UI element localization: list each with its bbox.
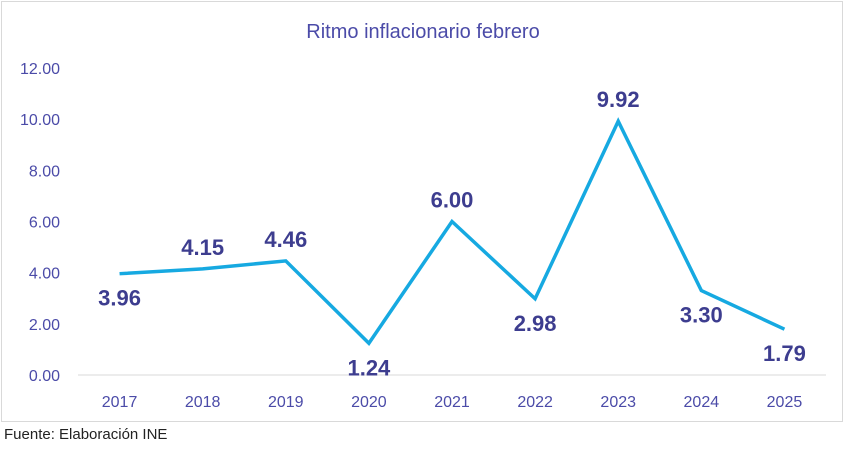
x-tick-label: 2022 (517, 394, 553, 411)
x-tick-label: 2025 (767, 394, 803, 411)
series-line (119, 117, 786, 346)
x-tick-label: 2021 (434, 394, 470, 411)
data-label: 1.24 (347, 355, 391, 380)
source-note: Fuente: Elaboración INE (4, 426, 168, 443)
data-label: 4.46 (264, 227, 307, 252)
y-tick-label: 4.00 (29, 266, 60, 283)
data-label: 3.96 (98, 286, 141, 311)
x-tick-label: 2019 (268, 394, 304, 411)
x-tick-label: 2017 (102, 394, 138, 411)
y-tick-label: 8.00 (29, 163, 60, 180)
chart-title: Ritmo inflacionario febrero (306, 21, 539, 43)
y-tick-label: 2.00 (29, 317, 60, 334)
data-label: 4.15 (181, 235, 224, 260)
y-tick-label: 0.00 (29, 368, 60, 385)
data-label: 1.79 (763, 341, 806, 366)
y-axis-ticks: 0.00 2.00 4.00 6.00 8.00 10.00 12.00 (20, 61, 60, 385)
data-label: 9.92 (597, 87, 640, 112)
x-tick-label: 2023 (600, 394, 636, 411)
y-tick-label: 6.00 (29, 215, 60, 232)
data-label: 6.00 (431, 188, 474, 213)
x-tick-label: 2024 (684, 394, 720, 411)
data-label: 3.30 (680, 303, 723, 328)
y-tick-label: 12.00 (20, 61, 60, 78)
x-axis-ticks: 2017 2018 2019 2020 2021 2022 2023 2024 2025 (102, 394, 803, 411)
data-labels: 3.96 4.15 4.46 1.24 6.00 2.98 9.92 3.30 1.79 (98, 87, 806, 380)
x-tick-label: 2018 (185, 394, 221, 411)
y-tick-label: 10.00 (20, 112, 60, 129)
x-tick-label: 2020 (351, 394, 387, 411)
data-label: 2.98 (514, 311, 557, 336)
chart-frame (1, 1, 843, 422)
